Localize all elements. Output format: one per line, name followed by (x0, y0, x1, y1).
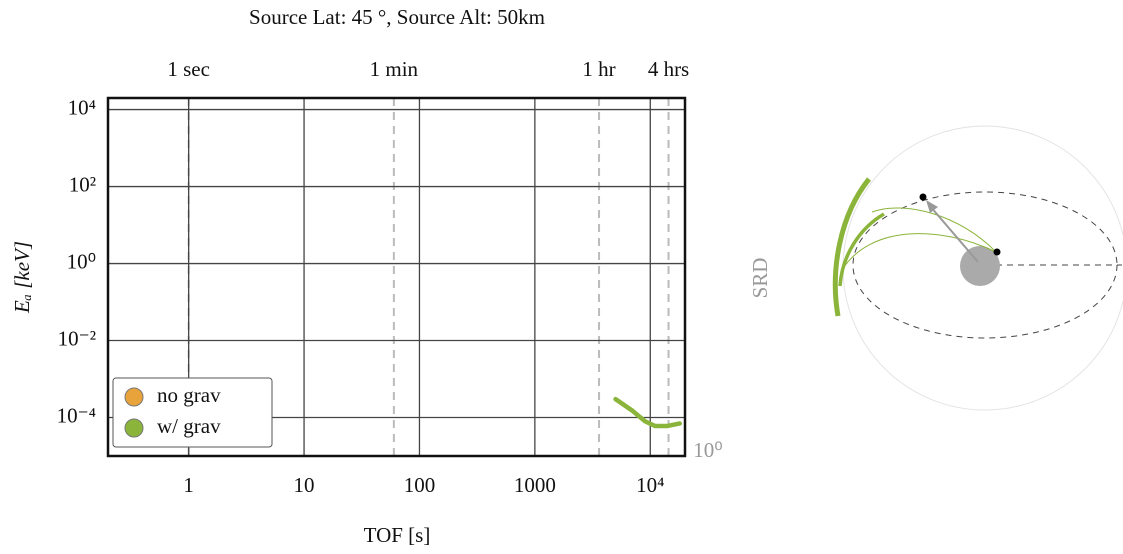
chart-title: Source Lat: 45 °, Source Alt: 50km (249, 5, 545, 29)
y-tick-label: 10⁰ (67, 249, 96, 273)
arrow-head (926, 200, 938, 213)
x2-tick-label: 1 sec (167, 57, 210, 81)
arc (838, 212, 885, 287)
legend-swatch (124, 387, 144, 407)
y-tick-label: 10⁻² (58, 326, 96, 350)
plot-area: 1 sec 1 min 1 hr 4 hrs 1 10 100 1000 10⁴ 10⁴ 10² 10… (57, 57, 690, 497)
point (993, 248, 1001, 256)
side-label: SRD (748, 258, 772, 299)
arc (832, 177, 871, 317)
x-tick-label: 1 (183, 473, 194, 497)
arrow (929, 205, 979, 263)
legend-label: w/ grav (157, 414, 221, 438)
legend-label: no grav (157, 383, 221, 407)
legend-box (112, 377, 273, 448)
y-tick-label: 10⁴ (68, 95, 96, 119)
y-tick-label: 10² (69, 172, 96, 196)
point (919, 193, 927, 201)
trajectory (871, 207, 997, 253)
orbit-diagram (832, 125, 1123, 411)
colorbar-label: 10⁰ (693, 438, 722, 462)
x-tick-label: 10 (294, 473, 315, 497)
y-axis-label: Eₐ [keV] (10, 241, 34, 314)
earth (960, 246, 1000, 286)
x-axis-label: TOF [s] (364, 523, 431, 547)
x2-tick-label: 1 hr (582, 57, 615, 81)
series-line (613, 396, 682, 429)
x2-tick-label: 4 hrs (648, 57, 689, 81)
x-tick-label: 100 (404, 473, 436, 497)
x-tick-label: 10⁴ (636, 473, 664, 497)
y-tick-label: 10⁻⁴ (57, 403, 96, 427)
x2-tick-label: 1 min (370, 57, 419, 81)
x-tick-label: 1000 (514, 473, 556, 497)
trajectory (841, 233, 997, 271)
plot-frame (106, 96, 687, 458)
legend-swatch (124, 418, 144, 438)
